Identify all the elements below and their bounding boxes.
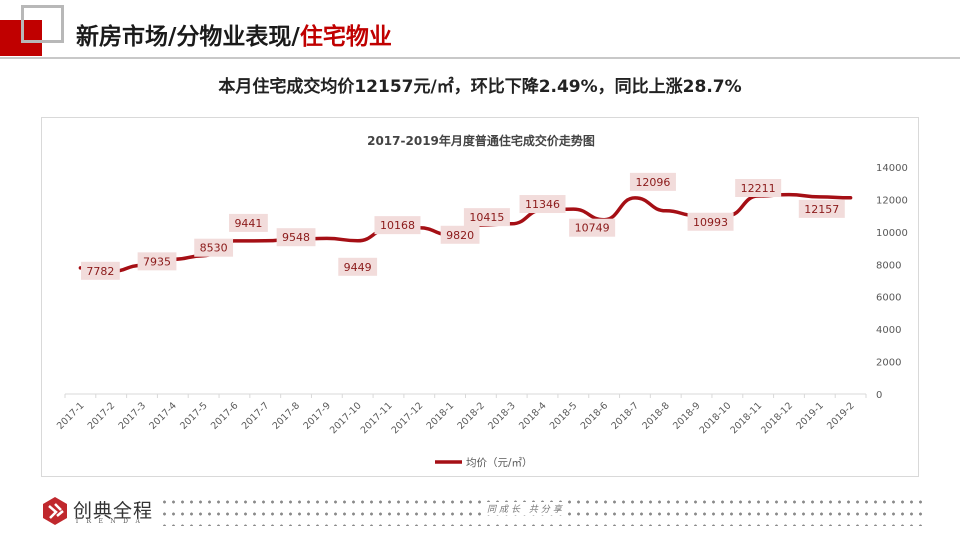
- x-tick-label: 2018-6: [579, 400, 611, 432]
- x-tick-label: 2019-2: [825, 400, 857, 432]
- brand-logo-icon: [43, 497, 67, 525]
- x-tick-label: 2019-1: [794, 400, 826, 432]
- x-tick-label: 2017-5: [178, 400, 210, 432]
- page-title: 新房市场/分物业表现/住宅物业: [76, 17, 392, 51]
- chart-container: 2017-2019年月度普通住宅成交价走势图 0 2000 4000 6000 8000 1…: [41, 117, 919, 477]
- data-label: 8530: [194, 238, 234, 257]
- x-tick-label: 2018-4: [517, 400, 549, 432]
- svg-text:均价（元/㎡）: 均价（元/㎡）: [466, 457, 533, 469]
- x-tick-label: 2017-2: [86, 400, 118, 432]
- data-label: 11346: [519, 195, 566, 214]
- data-label: 9449: [338, 257, 378, 276]
- x-tick-label: 2017-6: [209, 400, 241, 432]
- svg-text:12211: 12211: [741, 182, 776, 195]
- header-divider: [0, 57, 960, 59]
- x-tick-label: 2017-7: [240, 400, 272, 432]
- y-tick-label: 4000: [876, 325, 901, 336]
- y-tick-label: 12000: [876, 195, 908, 206]
- svg-text:12096: 12096: [635, 176, 670, 189]
- x-tick-label: 2017-3: [117, 400, 149, 432]
- summary-headline: 本月住宅成交均价12157元/㎡，环比下降2.49%，同比上涨28.7%: [218, 77, 742, 97]
- data-label: 10993: [687, 212, 734, 231]
- page-title-highlight: 住宅物业: [299, 24, 392, 50]
- x-tick-label: 2018-3: [486, 400, 518, 432]
- x-tick-label: 2017-4: [147, 400, 179, 432]
- brand-subname: TRENDA: [75, 518, 148, 525]
- chart-title: 2017-2019年月度普通住宅成交价走势图: [367, 133, 595, 148]
- x-tick-label: 2017-11: [359, 400, 395, 436]
- x-tick-label: 2017-8: [271, 400, 303, 432]
- brand-name: 创典全程: [73, 500, 154, 522]
- data-label: 7782: [81, 261, 120, 280]
- y-tick-label: 6000: [876, 293, 901, 304]
- x-tick-label: 2018-12: [759, 400, 795, 436]
- svg-text:12157: 12157: [804, 203, 839, 216]
- svg-text:9548: 9548: [282, 231, 310, 244]
- y-tick-label: 2000: [876, 358, 901, 369]
- x-tick-label: 2017-10: [328, 400, 364, 436]
- data-label: 12157: [798, 199, 845, 218]
- data-label: 9548: [276, 228, 316, 247]
- header-gray-square: [21, 5, 64, 43]
- data-label: 9820: [440, 225, 480, 244]
- data-label: 12096: [629, 172, 676, 191]
- svg-text:9449: 9449: [344, 261, 372, 274]
- y-tick-label: 10000: [876, 228, 908, 239]
- svg-text:8530: 8530: [200, 242, 228, 255]
- footer-slogan: 同成长 共分享: [484, 502, 568, 515]
- svg-text:11346: 11346: [525, 198, 560, 211]
- svg-text:10749: 10749: [575, 222, 610, 235]
- data-label: 12211: [735, 179, 782, 198]
- line-chart: 2017-2019年月度普通住宅成交价走势图 0 2000 4000 6000 8000 1…: [55, 133, 908, 469]
- x-tick-label: 2018-8: [640, 400, 672, 432]
- data-label: 7935: [137, 252, 177, 271]
- svg-text:10415: 10415: [469, 211, 504, 224]
- svg-text:10993: 10993: [693, 216, 728, 229]
- y-tick-label: 0: [876, 390, 882, 401]
- svg-text:7935: 7935: [143, 255, 171, 268]
- data-label: 10749: [569, 218, 616, 237]
- chart-legend: 均价（元/㎡）: [435, 457, 533, 469]
- page-title-prefix: 新房市场/分物业表现/: [76, 24, 300, 50]
- y-tick-label: 8000: [876, 260, 901, 271]
- y-tick-label: 14000: [876, 163, 908, 174]
- data-label: 10168: [374, 216, 421, 235]
- data-label: 10415: [463, 208, 510, 227]
- x-tick-label: 2017-1: [55, 400, 87, 432]
- x-tick-label: 2018-5: [548, 400, 580, 432]
- svg-text:9820: 9820: [446, 229, 474, 242]
- svg-text:7782: 7782: [86, 265, 114, 278]
- svg-text:9441: 9441: [234, 217, 262, 230]
- x-tick-label: 2017-12: [390, 400, 426, 436]
- x-tick-label: 2018-7: [609, 400, 641, 432]
- x-tick-label: 2018-11: [728, 400, 764, 436]
- data-label: 9441: [229, 213, 268, 232]
- x-tick-label: 2018-1: [425, 400, 457, 432]
- x-tick-label: 2018-10: [698, 400, 734, 436]
- x-tick-label: 2018-2: [455, 400, 487, 432]
- svg-text:10168: 10168: [380, 219, 415, 232]
